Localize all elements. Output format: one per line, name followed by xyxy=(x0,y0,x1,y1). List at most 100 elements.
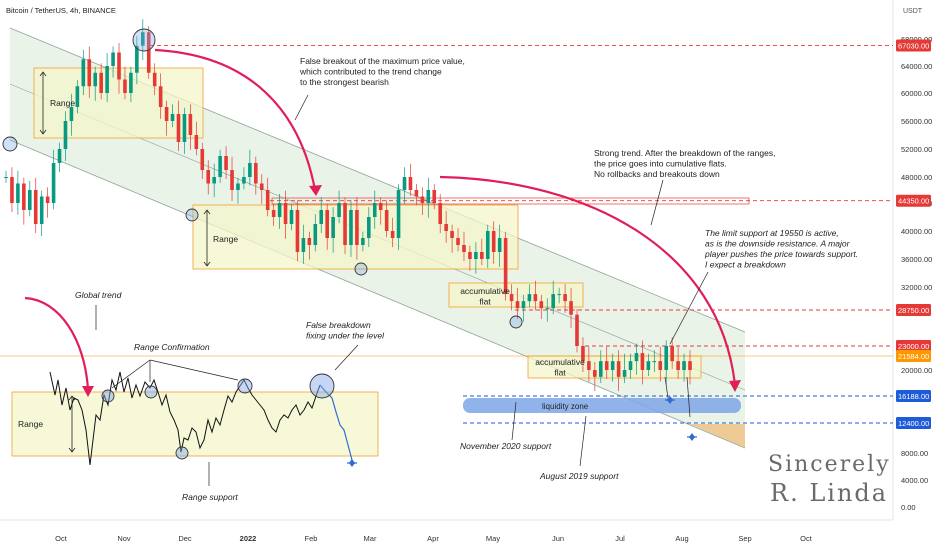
candle xyxy=(539,294,544,320)
candle xyxy=(123,66,127,100)
time-tick-label: Jun xyxy=(552,534,564,543)
candle xyxy=(408,163,413,196)
candle xyxy=(622,353,627,383)
marker-circle xyxy=(144,385,158,399)
marker-circle xyxy=(509,315,523,329)
candle xyxy=(372,190,377,229)
candle xyxy=(158,73,163,119)
marker-circle xyxy=(354,262,368,276)
candle xyxy=(295,200,300,262)
label-accum-flat-2: accumulative flat xyxy=(535,357,585,378)
svg-text:16188.00: 16188.00 xyxy=(898,392,929,401)
candle xyxy=(57,142,62,173)
candle xyxy=(682,353,686,382)
candle xyxy=(75,80,80,114)
price-tick-label: 0.00 xyxy=(901,503,916,512)
candle xyxy=(367,207,371,248)
price-tick-label: 64000.00 xyxy=(901,62,932,71)
marker-circles xyxy=(2,28,523,460)
range-measure-1 xyxy=(39,71,47,135)
candle xyxy=(259,174,264,204)
candle xyxy=(390,217,395,248)
price-axis[interactable]: 68000.00 64000.00 60000.00 56000.00 52000.00… xyxy=(901,35,932,512)
curved-arrow-left xyxy=(24,296,90,391)
candle xyxy=(248,149,252,186)
candle xyxy=(164,100,169,136)
candle xyxy=(176,100,181,152)
candle xyxy=(93,66,98,101)
pointer-arrows xyxy=(95,94,709,486)
marker-circle xyxy=(309,373,335,399)
candle xyxy=(474,242,478,274)
candle xyxy=(628,353,633,379)
price-tag: 44350.00 xyxy=(896,194,931,207)
candle xyxy=(610,353,615,382)
price-tick-label: 8000.00 xyxy=(901,449,928,458)
candle xyxy=(521,294,526,322)
candle xyxy=(313,214,318,252)
svg-text:23000.00: 23000.00 xyxy=(898,342,929,351)
candle xyxy=(456,228,460,252)
resistance-zone-44350 xyxy=(271,197,750,205)
candle xyxy=(658,346,663,382)
label-aug-2019-support: August 2019 support xyxy=(539,471,619,481)
candle xyxy=(146,26,151,79)
candle xyxy=(230,156,234,202)
curved-arrow-top xyxy=(154,48,317,191)
range-measure-2 xyxy=(203,209,211,267)
candle xyxy=(444,210,448,243)
candle xyxy=(81,49,86,96)
candle xyxy=(634,343,639,375)
candle xyxy=(533,280,538,311)
time-tick-label: Feb xyxy=(305,534,318,543)
candle xyxy=(515,287,520,320)
candle xyxy=(206,160,211,195)
candle xyxy=(242,167,246,190)
candle xyxy=(485,224,490,269)
target-icon xyxy=(687,433,697,441)
target-wedge xyxy=(690,424,745,448)
candle xyxy=(676,346,680,379)
candle xyxy=(283,190,288,239)
time-tick-label: 2022 xyxy=(240,534,257,543)
time-tick-label: Apr xyxy=(427,534,439,543)
candle xyxy=(33,177,38,234)
marker-circle xyxy=(2,136,18,152)
candle xyxy=(271,203,276,227)
candle xyxy=(604,346,609,379)
inset-trend-line xyxy=(49,371,321,466)
candle xyxy=(194,121,199,156)
label-range-2: Range xyxy=(213,234,238,244)
candle xyxy=(497,224,502,267)
candle xyxy=(39,190,44,236)
price-tick-label: 32000.00 xyxy=(901,283,932,292)
candle xyxy=(349,200,353,257)
currency-label: USDT xyxy=(903,8,923,15)
candle xyxy=(10,167,14,213)
candle xyxy=(236,177,240,204)
signature-line1: Sincerely xyxy=(768,452,891,477)
candle xyxy=(509,284,514,311)
marker-circle xyxy=(101,389,115,403)
time-tick-label: Oct xyxy=(55,534,68,543)
price-tick-label: 4000.00 xyxy=(901,476,928,485)
time-tick-label: Oct xyxy=(800,534,813,543)
time-axis[interactable]: Oct Nov Dec 2022 Feb Mar Apr May Jun Jul Aug Sep Oct xyxy=(55,534,813,543)
candle xyxy=(117,43,121,94)
svg-text:44350.00: 44350.00 xyxy=(898,197,929,206)
candle xyxy=(402,167,407,204)
candle xyxy=(22,177,26,225)
price-tag: 21584.00 xyxy=(896,350,931,362)
candle xyxy=(170,104,175,128)
price-tick-label: 52000.00 xyxy=(901,145,932,154)
time-tick-label: May xyxy=(486,534,500,543)
label-global-trend: Global trend xyxy=(75,290,122,300)
price-tag: 16188.00 xyxy=(896,390,931,402)
label-range-3: Range xyxy=(18,419,43,429)
candle xyxy=(218,149,222,183)
candle xyxy=(337,190,341,224)
target-markers xyxy=(347,396,697,467)
symbol-title: Bitcoin / TetherUS, 4h, BINANCE xyxy=(6,6,116,15)
candle xyxy=(491,221,496,264)
